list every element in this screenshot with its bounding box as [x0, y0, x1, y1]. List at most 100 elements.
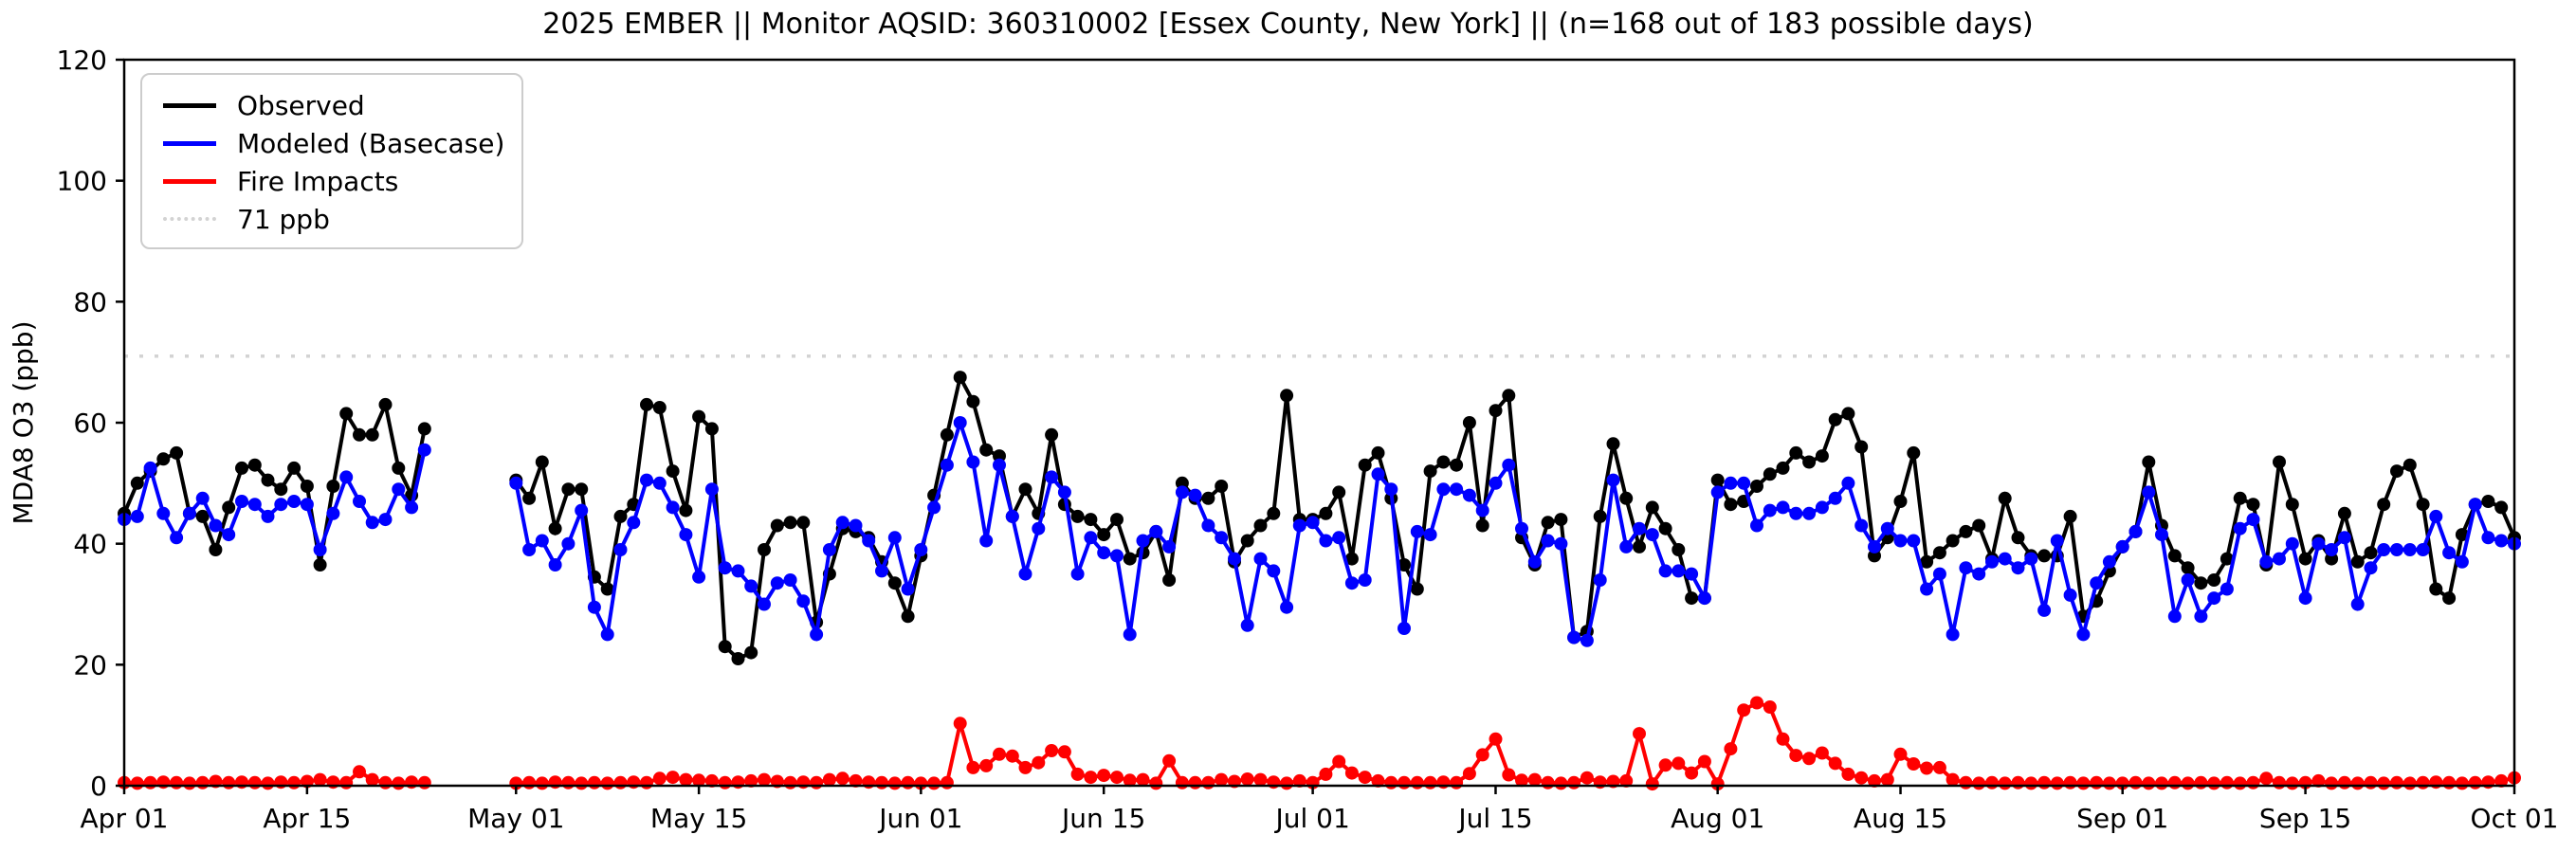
data-point — [1084, 531, 1098, 545]
data-point — [1672, 564, 1686, 578]
data-point — [1750, 480, 1763, 493]
data-point — [2402, 776, 2417, 790]
data-point — [1175, 476, 1189, 490]
data-point — [1371, 445, 1385, 460]
data-point — [613, 775, 628, 789]
data-point — [1267, 506, 1281, 520]
data-point — [2128, 524, 2143, 538]
data-point — [2455, 776, 2469, 790]
data-point — [1162, 573, 1177, 587]
data-point — [862, 534, 876, 548]
data-point — [2429, 582, 2443, 596]
data-point — [1672, 543, 1686, 556]
data-point — [1841, 476, 1855, 490]
data-point — [1201, 775, 1215, 789]
data-point — [156, 452, 171, 466]
legend-item-fire: Fire Impacts — [142, 162, 521, 200]
data-point — [744, 773, 758, 788]
data-point — [417, 422, 431, 436]
data-point — [1332, 754, 1346, 769]
data-point — [2233, 776, 2247, 790]
data-point — [1215, 531, 1229, 545]
data-point — [1685, 766, 1699, 780]
data-point — [417, 443, 431, 457]
data-point — [1045, 470, 1059, 484]
data-point — [2102, 776, 2116, 790]
data-point — [1332, 485, 1346, 499]
data-point — [2011, 531, 2025, 545]
data-point — [2207, 573, 2221, 587]
data-point — [2455, 554, 2469, 569]
data-point — [731, 652, 745, 665]
data-point — [1658, 758, 1672, 772]
data-point — [1240, 534, 1254, 548]
data-point — [2076, 776, 2091, 790]
legend: Observed Modeled (Basecase) Fire Impacts… — [140, 73, 523, 249]
data-point — [143, 461, 157, 475]
data-point — [1136, 534, 1150, 548]
data-point — [1868, 539, 1881, 554]
data-point — [561, 775, 575, 789]
data-point — [2325, 543, 2339, 556]
data-point — [1658, 564, 1672, 578]
x-tick-label: Jul 01 — [1273, 803, 1349, 834]
data-point — [1972, 776, 1986, 790]
data-point — [1972, 518, 1986, 533]
legend-label: Modeled (Basecase) — [237, 127, 505, 159]
data-point — [1398, 622, 1411, 635]
x-tick-label: Apr 15 — [263, 803, 351, 834]
data-point — [1946, 772, 1960, 787]
data-point — [2246, 775, 2260, 789]
data-point — [744, 645, 758, 660]
data-point — [1358, 573, 1372, 587]
data-point — [1450, 482, 1464, 497]
data-point — [2181, 561, 2195, 575]
data-point — [718, 640, 732, 654]
data-point — [2350, 597, 2365, 611]
data-point — [940, 458, 954, 472]
data-point — [652, 476, 667, 490]
data-point — [156, 506, 171, 520]
data-point — [2390, 775, 2403, 789]
data-point — [1907, 445, 1921, 460]
data-point — [1319, 767, 1333, 781]
data-point — [1292, 773, 1306, 788]
data-point — [561, 536, 575, 551]
data-point — [718, 561, 732, 575]
data-point — [1633, 521, 1646, 535]
y-tick-label: 0 — [90, 771, 107, 802]
data-point — [1215, 772, 1229, 787]
data-point — [1789, 506, 1803, 520]
data-point — [1946, 627, 1960, 642]
data-point — [810, 775, 824, 789]
data-point — [1998, 776, 2012, 790]
data-point — [2037, 603, 2052, 617]
data-point — [1907, 534, 1921, 548]
data-point — [796, 594, 811, 608]
data-point — [1515, 521, 1528, 535]
data-point — [2337, 531, 2351, 545]
data-point — [1554, 776, 1568, 790]
data-point — [901, 582, 915, 596]
data-point — [1097, 528, 1111, 542]
threshold-line-sample — [163, 217, 216, 221]
data-point — [2325, 776, 2339, 790]
data-point — [940, 775, 954, 789]
data-point — [274, 498, 288, 512]
data-point — [1685, 591, 1699, 606]
data-point — [887, 776, 902, 790]
data-point — [1724, 742, 1738, 756]
data-point — [1267, 564, 1281, 578]
data-point — [365, 772, 379, 787]
observed-line-sample — [163, 102, 216, 108]
data-point — [810, 627, 824, 642]
data-point — [1162, 753, 1177, 768]
modeled-line-sample — [163, 140, 216, 146]
data-point — [2142, 485, 2156, 499]
data-point — [1110, 549, 1124, 563]
data-point — [2233, 521, 2247, 535]
data-point — [2298, 591, 2312, 606]
data-point — [1567, 775, 1581, 789]
data-point — [1815, 746, 1829, 760]
data-point — [1789, 445, 1803, 460]
